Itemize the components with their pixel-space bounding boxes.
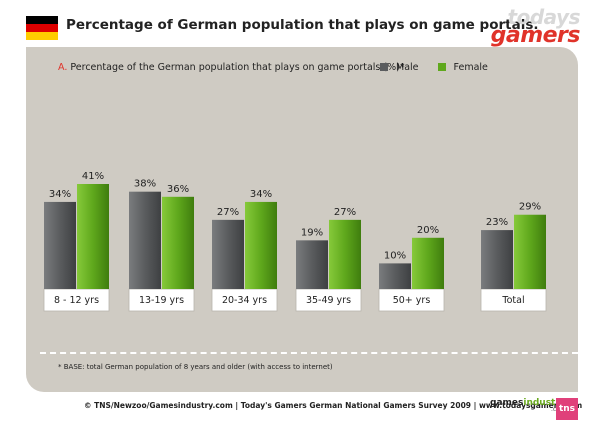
logo-line2: gamers bbox=[490, 23, 581, 48]
category-label-box bbox=[378, 288, 445, 312]
data-label-female: 41% bbox=[82, 171, 104, 182]
subtitle-prefix: A. bbox=[58, 62, 68, 73]
bar-male bbox=[129, 191, 161, 289]
german-flag-icon bbox=[26, 16, 58, 40]
data-label-male: 23% bbox=[486, 217, 508, 228]
category-label-box bbox=[480, 288, 547, 312]
data-label-female: 27% bbox=[334, 207, 356, 218]
bar-male bbox=[481, 230, 513, 289]
bar-female bbox=[412, 237, 444, 289]
legend-item-female: Female bbox=[437, 62, 488, 73]
category-tick-label: Total bbox=[501, 295, 524, 306]
data-label-female: 29% bbox=[519, 202, 541, 213]
category-tick-label: 35-49 yrs bbox=[306, 295, 351, 306]
base-footnote: * BASE: total German population of 8 yea… bbox=[58, 363, 333, 371]
legend-label-female: Female bbox=[453, 62, 488, 73]
logo-line1: todays bbox=[507, 5, 581, 29]
gi-logo-a: games bbox=[490, 398, 524, 408]
chart-legend: Male Female bbox=[380, 62, 504, 73]
category-tick-label: 8 - 12 yrs bbox=[54, 295, 99, 306]
gi-logo-b: industry bbox=[523, 398, 566, 408]
legend-label-male: Male bbox=[396, 62, 419, 73]
category-label-box bbox=[295, 288, 362, 312]
bar-female bbox=[162, 196, 194, 289]
bar-female bbox=[514, 214, 546, 289]
bar-female bbox=[245, 201, 277, 289]
data-label-male: 10% bbox=[384, 250, 406, 261]
bar-male bbox=[296, 240, 328, 289]
category-tick-label: 50+ yrs bbox=[393, 295, 431, 306]
tns-logo: tns bbox=[556, 398, 578, 420]
bar-male bbox=[44, 201, 76, 289]
data-label-female: 20% bbox=[417, 225, 439, 236]
bar-male bbox=[212, 219, 244, 289]
source-footer: © TNS/Newzoo/Gamesindustry.com | Today's… bbox=[84, 401, 583, 410]
legend-swatch-male bbox=[380, 63, 388, 71]
chart-panel bbox=[26, 47, 578, 392]
legend-item-male: Male bbox=[380, 62, 422, 73]
category-tick-label: 20-34 yrs bbox=[222, 295, 267, 306]
category-label-box bbox=[128, 288, 195, 312]
bar-female bbox=[329, 219, 361, 289]
category-label-box bbox=[211, 288, 278, 312]
chart-subtitle: A. Percentage of the German population t… bbox=[58, 62, 405, 73]
bar-female bbox=[77, 184, 109, 289]
data-label-male: 38% bbox=[134, 179, 156, 190]
subtitle-text: Percentage of the German population that… bbox=[70, 62, 405, 73]
data-label-male: 19% bbox=[301, 227, 323, 238]
todaysgamers-logo: todays gamers bbox=[490, 5, 581, 48]
page-title: Percentage of German population that pla… bbox=[66, 17, 539, 33]
category-tick-label: 13-19 yrs bbox=[139, 295, 184, 306]
bar-male bbox=[379, 263, 411, 289]
data-label-female: 34% bbox=[250, 189, 272, 200]
legend-swatch-female bbox=[437, 63, 446, 71]
gamesindustry-logo: gamesindustry .com bbox=[490, 398, 566, 413]
category-label-box bbox=[43, 288, 110, 312]
divider-dashed bbox=[40, 352, 578, 354]
data-label-male: 27% bbox=[217, 207, 239, 218]
data-label-female: 36% bbox=[167, 184, 189, 195]
data-label-male: 34% bbox=[49, 189, 71, 200]
